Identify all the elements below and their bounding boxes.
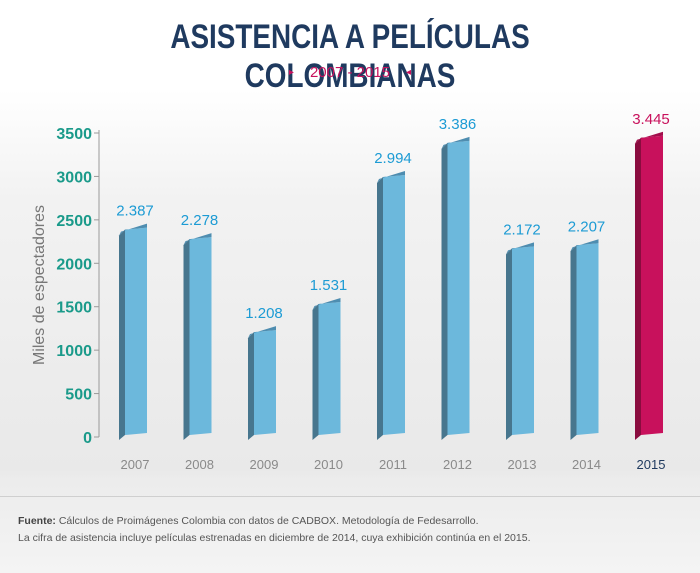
x-axis: 2007 2008 2009 2010 2011 2012 2013 2014 2015 [121,457,666,472]
y-tick-label: 2000 [56,256,92,273]
bar [119,223,147,440]
y-tick-label: 3000 [56,169,92,186]
bar-front [512,246,534,435]
bar-top [570,239,599,252]
bar-front [189,237,212,435]
footer-divider [0,496,700,497]
bar-side [183,239,190,440]
bar-side [312,304,319,440]
bar-chart: 0 500 1000 1500 2000 2500 3000 3500 Miles de esp… [31,111,670,472]
bar-side [248,332,254,440]
bar-value-label: 2.172 [503,221,541,238]
bar-value-label: 1.208 [245,305,283,322]
bar [635,131,663,440]
bar-side [119,229,125,440]
x-tick-label: 2012 [443,457,472,472]
y-axis-title: Miles de espectadores [31,205,48,365]
x-tick-label: 2014 [572,457,601,472]
bar-top [441,136,470,149]
footnote: La cifra de asistencia incluye películas… [18,532,531,544]
bar-top [119,223,147,236]
bar [441,136,470,440]
y-tick-label: 500 [65,387,92,404]
bar-top [635,131,663,144]
y-tick-label: 1000 [56,343,92,360]
bar-top [506,242,534,255]
y-tick-label: 1500 [56,300,92,317]
x-tick-label: 2008 [185,457,214,472]
x-tick-label: 2010 [314,457,343,472]
bar-front [254,330,276,435]
bar-value-label: 3.386 [439,116,477,133]
bar [183,233,212,440]
bar-front [125,227,147,435]
bar-value-label: 1.531 [310,277,348,294]
bar-top [248,326,276,339]
bar-front [383,174,405,435]
bar [506,242,534,440]
bar-value-label: 2.207 [568,218,606,235]
bar-value-label: 2.278 [181,212,219,229]
bar [377,170,405,440]
x-tick-label: 2009 [250,457,279,472]
bar-front [318,302,341,435]
bar-side [377,176,383,440]
y-axis: 0 500 1000 1500 2000 2500 3000 3500 Miles de esp… [31,126,100,447]
y-tick-label: 3500 [56,126,92,143]
bars: 2.387 2.278 1.208 1.531 2.994 3.386 2.172 2.207… [116,111,670,440]
bar-value-label: 3.445 [632,111,670,128]
arrow-left-icon: ◂ [406,67,412,78]
bar-front [447,140,470,435]
y-tick-label: 0 [83,430,92,447]
bar-side [441,142,448,440]
bar [570,239,599,440]
bar-side [635,137,641,440]
x-tick-label: 2013 [508,457,537,472]
bar-value-label: 2.994 [374,150,412,167]
bar-top [183,233,212,246]
source-label: Fuente: [18,515,56,527]
y-tick-label: 2500 [56,213,92,230]
chart-title: ASISTENCIA A PELÍCULAS COLOMBIANAS [170,18,530,95]
bar-value-label: 2.387 [116,203,154,220]
arrow-right-icon: ▸ [288,67,294,78]
source-text: Cálculos de Proimágenes Colombia con dat… [55,515,479,527]
bar-side [506,248,512,440]
chart-subtitle: 2007 - 2015 [309,64,391,81]
bar [312,298,341,440]
subtitle-row: ▸ 2007 - 2015 ◂ [0,64,700,81]
bar-front [576,243,599,435]
x-tick-label: 2015 [637,457,666,472]
bar-top [377,170,405,183]
bar-top [312,298,341,311]
x-tick-label: 2011 [379,457,407,472]
bar [248,326,276,440]
x-tick-label: 2007 [121,457,150,472]
source-note: Fuente: Cálculos de Proimágenes Colombia… [18,515,688,527]
bar-side [570,245,577,440]
bar-front [641,135,663,435]
